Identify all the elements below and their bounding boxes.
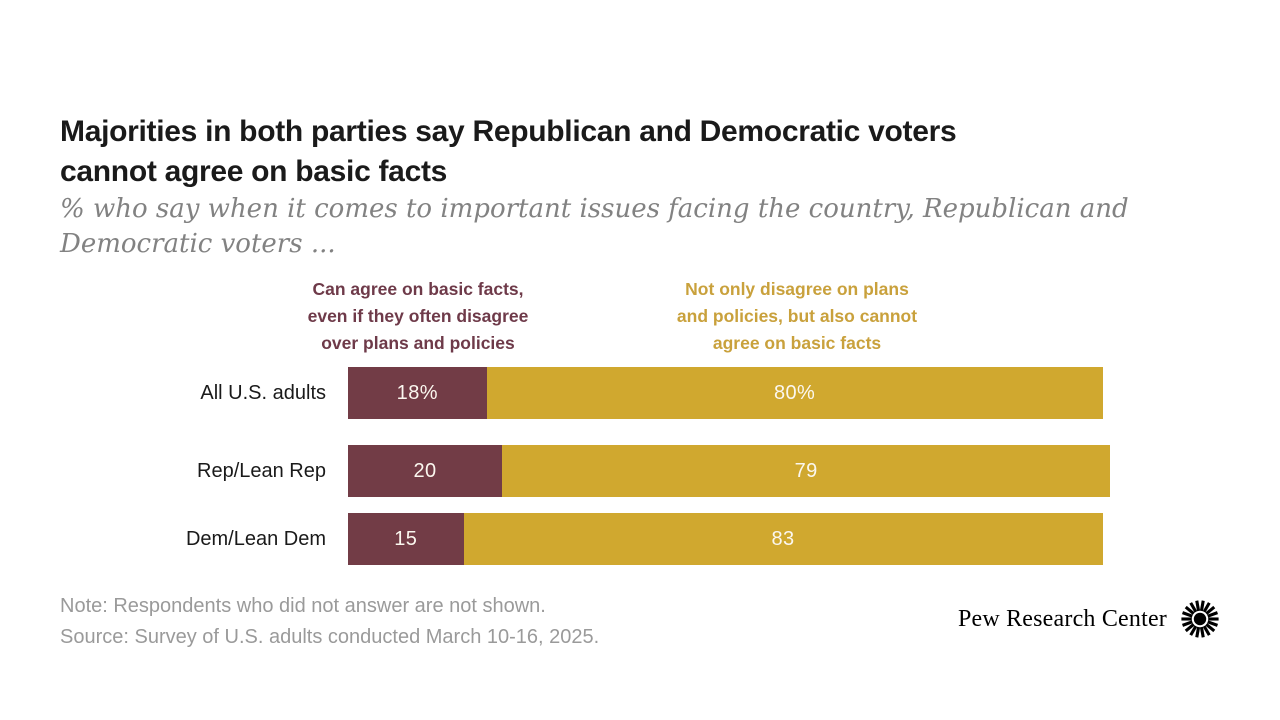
source-text: Source: Survey of U.S. adults conducted … [60,626,600,648]
bar-row: 15 83 [348,513,1103,565]
branding: Pew Research Center [958,598,1220,640]
legend-disagree: Not only disagree on plans and policies,… [647,276,947,357]
note-text: Note: Respondents who did not answer are… [60,595,546,617]
branding-name: Pew Research Center [957,605,1167,632]
bar-segment-disagree: 79 [502,445,1111,497]
bar-segment-agree: 18% [348,367,487,419]
legend-agree-line2: even if they often disagree [307,306,529,326]
bar-row: 18% 80% [348,367,1103,419]
bar-value-label: 79 [794,459,818,482]
bar-value-label: 83 [771,527,795,550]
bar-segment-disagree: 83 [463,513,1103,565]
chart-title-line1: Majorities in both parties say Republica… [60,115,957,149]
bar-value-label: 15 [394,527,418,550]
row-label: Rep/Lean Rep [197,459,326,482]
legend-disagree-line3: agree on basic facts [712,333,882,353]
bar-row: 20 79 [348,445,1111,497]
pew-sunburst-logo-icon [1180,599,1220,639]
chart-subtitle-line1: % who say when it comes to important iss… [60,194,1129,224]
chart-title: Majorities in both parties say Republica… [60,112,1160,192]
bar-segment-agree: 15 [348,513,464,565]
chart-subtitle-line2: Democratic voters ... [60,229,336,259]
row-label: All U.S. adults [200,381,326,404]
bar-segment-agree: 20 [348,445,502,497]
legend-disagree-line2: and policies, but also cannot [676,306,918,326]
chart-title-line2: cannot agree on basic facts [60,155,448,189]
legend-disagree-line1: Not only disagree on plans [685,279,909,299]
legend-agree-line1: Can agree on basic facts, [312,279,524,299]
row-label: Dem/Lean Dem [185,527,326,550]
bar-segment-disagree: 80% [486,367,1103,419]
legend-agree: Can agree on basic facts, even if they o… [278,276,558,357]
chart-subtitle: % who say when it comes to important iss… [60,192,1160,262]
bar-value-label: 80% [773,381,816,404]
bar-value-label: 20 [413,459,437,482]
bar-value-label: 18% [396,381,438,404]
footnotes: Note: Respondents who did not answer are… [60,591,599,653]
legend-agree-line3: over plans and policies [321,333,515,353]
